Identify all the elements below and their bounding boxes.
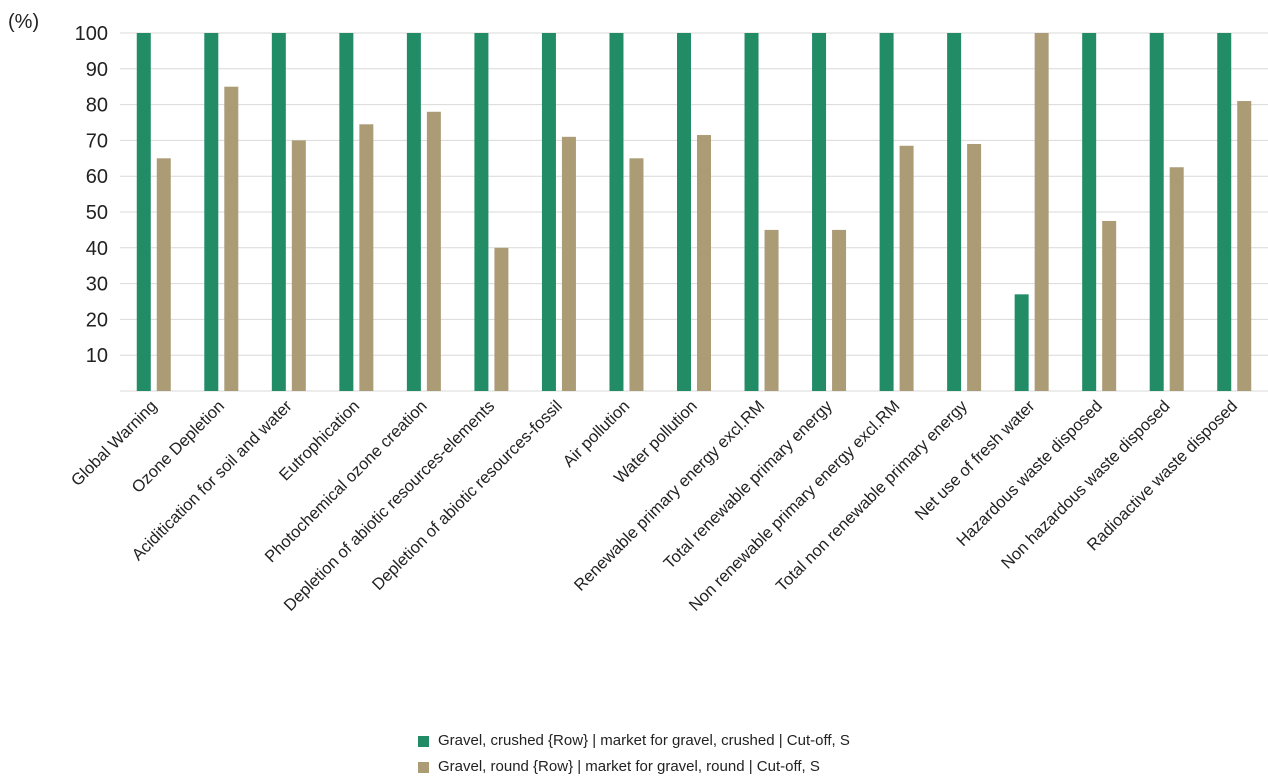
bar-round-14 [1102, 220, 1117, 391]
bar-round-5 [494, 247, 509, 391]
bar-crushed-7 [609, 33, 624, 391]
bar-crushed-0 [136, 33, 151, 391]
bar-crushed-10 [812, 33, 827, 391]
bar-crushed-2 [271, 33, 286, 391]
bar-round-15 [1169, 167, 1184, 391]
legend: Gravel, crushed {Row} | market for grave… [418, 728, 850, 780]
legend-swatch-round [418, 761, 429, 773]
bar-crushed-6 [541, 33, 556, 391]
bar-crushed-15 [1149, 33, 1164, 391]
bar-round-3 [359, 124, 374, 391]
bar-crushed-12 [947, 33, 962, 391]
bar-round-10 [832, 229, 847, 391]
bar-round-11 [899, 145, 914, 391]
bar-chart: (%) 10 20 30 40 50 60 70 80 90 100 Global Warning… [8, 11, 1268, 615]
y-axis-label: (%) [8, 11, 39, 33]
bar-crushed-1 [204, 33, 219, 391]
bar-round-6 [561, 136, 576, 391]
legend-label-round: Gravel, round {Row} | market for gravel,… [438, 758, 820, 775]
bar-round-2 [291, 140, 306, 391]
bar-round-4 [426, 111, 441, 391]
y-tick-label: 50 [86, 202, 108, 224]
bar-crushed-11 [879, 33, 894, 391]
y-tick-label: 30 [86, 274, 108, 296]
bar-crushed-16 [1217, 33, 1232, 391]
bar-round-16 [1237, 101, 1252, 392]
bar-crushed-5 [474, 33, 489, 391]
bar-round-8 [697, 135, 711, 391]
bar-round-9 [764, 229, 779, 391]
legend-swatch-crushed [418, 735, 429, 747]
bar-round-0 [156, 158, 171, 391]
bar-round-12 [967, 143, 982, 391]
bar-round-13 [1034, 33, 1049, 391]
bar-round-1 [224, 86, 239, 391]
bar-crushed-3 [339, 33, 354, 391]
x-tick-label: Air pollution [560, 397, 634, 471]
y-tick-labels: 10 20 30 40 50 60 70 80 90 100 [75, 23, 108, 367]
bar-crushed-13 [1014, 294, 1029, 391]
y-tick-label: 80 [86, 95, 108, 117]
bars [136, 33, 1252, 392]
y-tick-label: 60 [86, 166, 108, 188]
bar-crushed-9 [744, 33, 759, 391]
legend-item-crushed: Gravel, crushed {Row} | market for grave… [418, 728, 850, 754]
legend-item-round: Gravel, round {Row} | market for gravel,… [418, 754, 850, 780]
bar-crushed-8 [677, 33, 691, 391]
legend-label-crushed: Gravel, crushed {Row} | market for grave… [438, 732, 850, 749]
x-tick-label: Net use of fresh water [912, 397, 1039, 524]
gridlines [120, 32, 1268, 392]
y-tick-label: 90 [86, 59, 108, 81]
bar-crushed-14 [1082, 33, 1097, 391]
bar-round-7 [629, 158, 644, 391]
y-tick-label: 20 [86, 309, 108, 331]
y-tick-label: 40 [86, 238, 108, 260]
y-tick-label: 100 [75, 23, 108, 45]
bar-crushed-4 [406, 33, 421, 391]
y-tick-label: 10 [86, 345, 108, 367]
y-tick-label: 70 [86, 130, 108, 152]
